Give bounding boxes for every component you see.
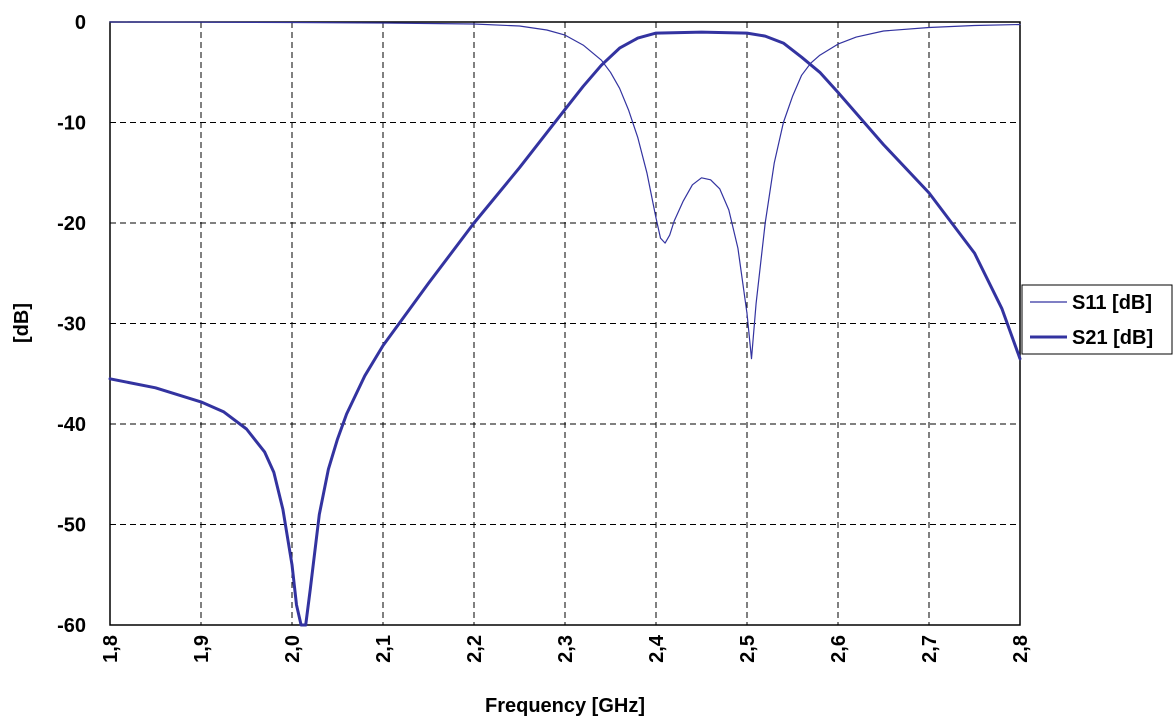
x-tick-labels: 1,8 1,9 2,0 2,1 2,2 2,3 2,4 2,5 2,6 2,7 2,8 <box>100 634 1032 663</box>
grid-lines <box>110 22 1020 625</box>
legend-label-s21: S21 [dB] <box>1072 327 1153 349</box>
y-tick-label: 0 <box>75 12 86 34</box>
y-axis-title: [dB] <box>11 303 33 343</box>
x-tick-label: 2,7 <box>919 635 941 663</box>
legend-label-s11: S11 [dB] <box>1072 292 1152 314</box>
x-tick-label: 2,3 <box>555 635 577 663</box>
y-tick-label: -10 <box>57 113 86 135</box>
x-tick-label: 1,8 <box>100 635 122 663</box>
x-tick-label: 2,6 <box>828 635 850 663</box>
legend: S11 [dB] S21 [dB] <box>1021 284 1173 355</box>
y-tick-label: -40 <box>57 414 86 436</box>
x-axis-title: Frequency [GHz] <box>485 695 645 717</box>
plot-area-frame <box>109 21 1021 626</box>
x-tick-label: 2,1 <box>373 635 395 663</box>
y-tick-label: -50 <box>57 515 86 537</box>
x-tick-label: 2,8 <box>1010 635 1032 663</box>
x-tick-label: 1,9 <box>191 635 213 663</box>
y-tick-label: -60 <box>57 615 86 637</box>
x-tick-label: 2,4 <box>646 634 668 663</box>
series-line-s21 <box>108 30 1022 627</box>
legend-box <box>1021 284 1173 355</box>
x-tick-label: 2,2 <box>464 635 486 663</box>
y-tick-labels: 0 -10 -20 -30 -40 -50 -60 <box>57 12 86 637</box>
y-tick-label: -20 <box>57 213 86 235</box>
x-tick-label: 2,5 <box>737 635 759 663</box>
y-tick-label: -30 <box>57 314 86 336</box>
series-layer <box>108 21 1022 627</box>
x-tick-label: 2,0 <box>282 635 304 663</box>
